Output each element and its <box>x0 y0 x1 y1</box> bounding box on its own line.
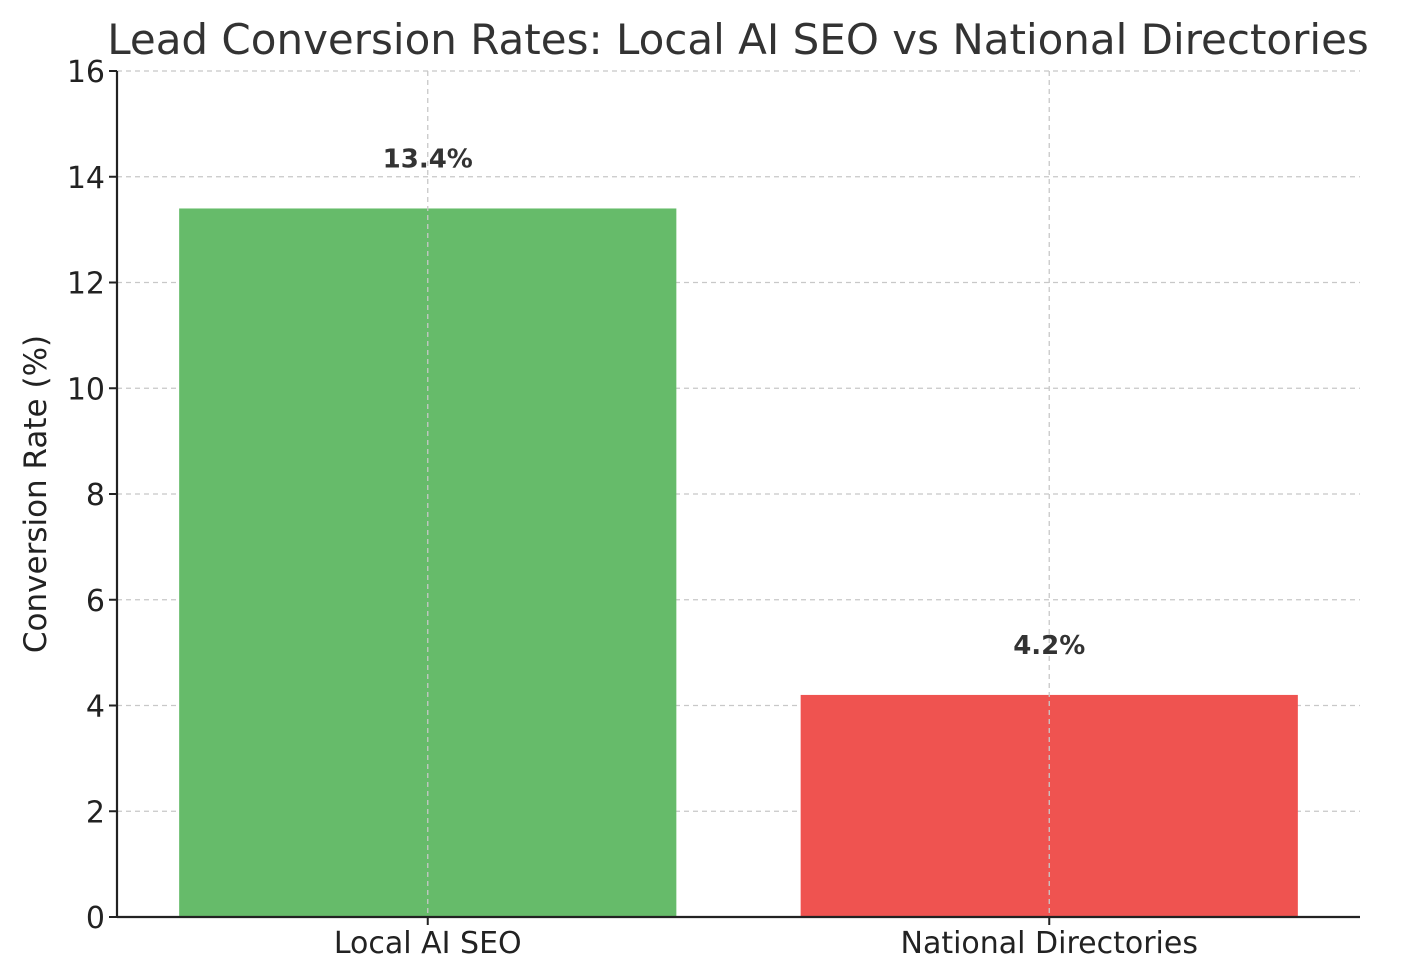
axes <box>109 70 1360 925</box>
x-tick-label: Local AI SEO <box>334 926 522 961</box>
y-tick-label: 4 <box>86 690 105 725</box>
vertical-gridlines <box>427 71 1050 917</box>
data-label: 13.4% <box>383 144 473 174</box>
y-tick-label: 10 <box>67 372 105 407</box>
y-tick-label: 8 <box>86 478 105 513</box>
x-tick-label: National Directories <box>901 926 1198 961</box>
y-tick-label: 16 <box>67 55 105 90</box>
y-tick-label: 2 <box>86 795 105 830</box>
y-tick-label: 6 <box>86 584 105 619</box>
chart-title: Lead Conversion Rates: Local AI SEO vs N… <box>107 15 1369 64</box>
y-axis-label: Conversion Rate (%) <box>18 335 54 653</box>
y-tick-label: 0 <box>86 901 105 936</box>
y-tick-label: 12 <box>67 267 105 302</box>
tick-labels: 13.4% 4.2% 0 2 4 6 8 10 12 14 16 Local AI SEO Nation… <box>67 55 1198 961</box>
data-label: 4.2% <box>1013 631 1085 661</box>
y-tick-label: 14 <box>67 161 105 196</box>
